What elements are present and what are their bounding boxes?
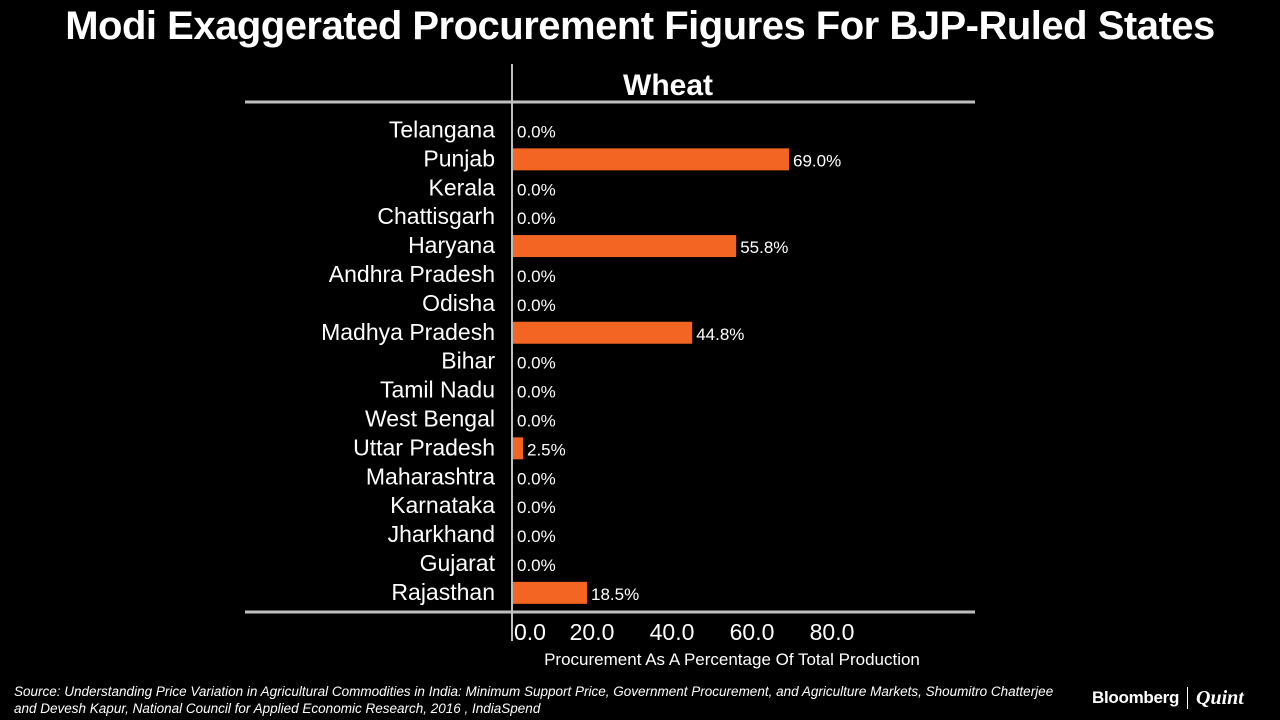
- category-label: Bihar: [441, 348, 495, 374]
- value-label: 0.0%: [517, 354, 556, 373]
- category-label: Maharashtra: [366, 463, 495, 489]
- category-label: Punjab: [423, 145, 495, 171]
- value-label: 18.5%: [591, 585, 639, 604]
- x-tick-label: 20.0: [570, 619, 615, 645]
- category-label: Madhya Pradesh: [321, 319, 495, 345]
- category-label: Gujarat: [420, 550, 496, 576]
- logo-quint: Quint: [1196, 686, 1244, 709]
- category-label: Kerala: [429, 174, 496, 200]
- value-label: 0.0%: [517, 122, 556, 141]
- page-title: Modi Exaggerated Procurement Figures For…: [65, 4, 1215, 48]
- category-label: Odisha: [422, 290, 495, 316]
- category-label: Telangana: [389, 116, 495, 142]
- value-label: 0.0%: [517, 556, 556, 575]
- value-label: 2.5%: [527, 440, 566, 459]
- category-label: Jharkhand: [388, 521, 495, 547]
- x-tick-label: 80.0: [810, 619, 855, 645]
- x-axis-label: Procurement As A Percentage Of Total Pro…: [544, 650, 920, 669]
- value-label: 0.0%: [517, 383, 556, 402]
- category-label: Haryana: [408, 232, 495, 258]
- category-label: Uttar Pradesh: [353, 434, 495, 460]
- brand-logo: Bloomberg Quint: [1092, 686, 1244, 710]
- value-label: 0.0%: [517, 527, 556, 546]
- bar: [513, 581, 587, 604]
- source-note: Source: Understanding Price Variation in…: [14, 684, 1054, 716]
- value-label: 0.0%: [517, 209, 556, 228]
- value-label: 0.0%: [517, 180, 556, 199]
- logo-divider: [1187, 687, 1189, 709]
- value-label: 44.8%: [696, 325, 744, 344]
- bar-chart: Wheat Telangana 0.0% Punjab 69.0% Kerala 0.0%…: [245, 64, 975, 669]
- value-label: 0.0%: [517, 498, 556, 517]
- category-label: West Bengal: [365, 405, 495, 431]
- chart-title: Wheat: [623, 69, 713, 102]
- x-tick-label: 60.0: [730, 619, 775, 645]
- value-label: 69.0%: [793, 151, 841, 170]
- x-ticks-group: 0.0 20.0 40.0 60.0 80.0: [514, 619, 854, 645]
- value-label: 0.0%: [517, 267, 556, 286]
- bars-group: Telangana 0.0% Punjab 69.0% Kerala 0.0% Chatti…: [321, 116, 841, 604]
- x-tick-label: 0.0: [514, 619, 546, 645]
- value-label: 55.8%: [740, 238, 788, 257]
- bar: [513, 235, 737, 258]
- category-label: Karnataka: [390, 492, 495, 518]
- category-label: Rajasthan: [391, 579, 495, 605]
- x-tick-label: 40.0: [650, 619, 695, 645]
- category-label: Tamil Nadu: [380, 377, 495, 403]
- value-label: 0.0%: [517, 469, 556, 488]
- bar: [513, 437, 523, 460]
- category-label: Andhra Pradesh: [329, 261, 495, 287]
- value-label: 0.0%: [517, 411, 556, 430]
- value-label: 0.0%: [517, 296, 556, 315]
- bar: [513, 148, 789, 171]
- bar: [513, 321, 693, 344]
- category-label: Chattisgarh: [377, 203, 495, 229]
- logo-bloomberg: Bloomberg: [1092, 688, 1180, 707]
